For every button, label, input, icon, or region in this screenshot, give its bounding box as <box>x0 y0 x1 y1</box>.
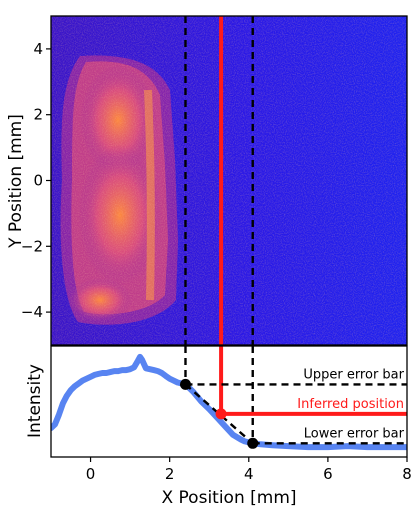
error-connector <box>184 383 254 445</box>
profile-panel: Upper error bar Inferred position Lower er… <box>25 345 412 508</box>
x-tick-label: 2 <box>165 465 175 483</box>
marker-point <box>179 378 191 390</box>
level-label-lower: Lower error bar <box>304 426 405 441</box>
y-tick-label: 2 <box>33 106 43 124</box>
y-tick-label: −4 <box>21 303 43 321</box>
level-label-upper: Upper error bar <box>303 367 404 382</box>
y-tick-label: −2 <box>21 237 43 255</box>
y-tick-label: 4 <box>33 40 43 58</box>
profile-background <box>51 346 407 457</box>
profile-frame <box>50 345 408 458</box>
x-tick-label: 0 <box>86 465 96 483</box>
x-tick-label: 8 <box>402 465 412 483</box>
y-tick-label: 0 <box>33 172 43 190</box>
intensity-axis-label: Intensity <box>25 364 45 438</box>
heatmap-signal <box>51 16 407 345</box>
x-tick-label: 4 <box>244 465 254 483</box>
heatmap-panel: −4 −2 0 2 4 Y Position [mm] <box>6 15 408 346</box>
x-axis-label: X Position [mm] <box>161 488 296 508</box>
marker-point <box>215 408 227 420</box>
x-tick-label: 6 <box>323 465 333 483</box>
level-label-inferred: Inferred position <box>297 397 404 412</box>
y-axis-label: Y Position [mm] <box>6 114 26 249</box>
marker-point <box>247 437 259 449</box>
